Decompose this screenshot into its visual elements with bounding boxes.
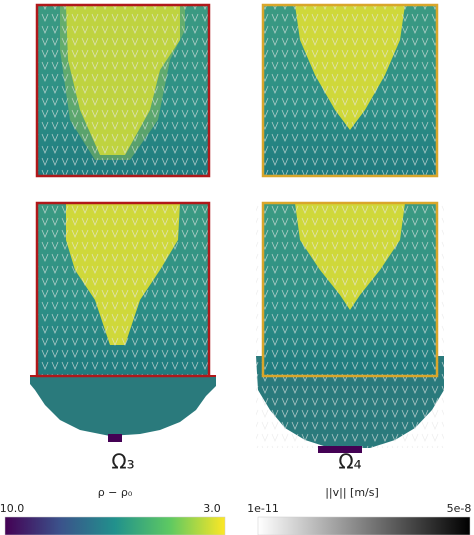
colorbar [257, 516, 471, 535]
panel-top-left [35, 3, 211, 178]
colorbar-title: ρ − ρ₀ [98, 486, 133, 499]
panel-top-right [261, 3, 439, 178]
panel-bottom-right [256, 201, 444, 453]
colorbar-min-label: 1e-11 [247, 502, 279, 515]
colorbar [4, 516, 226, 535]
panel-bottom-left [30, 201, 216, 442]
panel-label: Ω₃ [111, 450, 134, 474]
colorbar-title: ||v|| [m/s] [325, 486, 379, 499]
colorbar-min-label: -10.0 [0, 502, 24, 515]
panel-label: Ω₄ [338, 450, 361, 474]
colorbar-max-label: 5e-8 [447, 502, 472, 515]
colorbar-max-label: 3.0 [203, 502, 221, 515]
